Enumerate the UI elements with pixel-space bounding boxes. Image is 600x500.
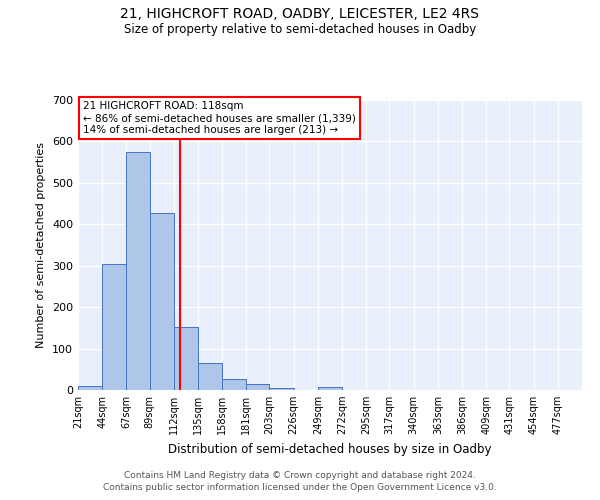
Bar [102, 264, 127, 390]
Bar [222, 379, 247, 390]
Bar [127, 152, 149, 390]
Y-axis label: Number of semi-detached properties: Number of semi-detached properties [37, 142, 46, 348]
Text: Size of property relative to semi-detached houses in Oadby: Size of property relative to semi-detach… [124, 22, 476, 36]
Bar [198, 363, 222, 390]
Bar [318, 386, 342, 390]
Text: Contains public sector information licensed under the Open Government Licence v3: Contains public sector information licen… [103, 484, 497, 492]
Bar [247, 384, 269, 390]
Bar [149, 212, 174, 390]
Bar [78, 386, 102, 390]
Bar [269, 388, 293, 390]
Text: Contains HM Land Registry data © Crown copyright and database right 2024.: Contains HM Land Registry data © Crown c… [124, 471, 476, 480]
Text: Distribution of semi-detached houses by size in Oadby: Distribution of semi-detached houses by … [168, 442, 492, 456]
Text: 21 HIGHCROFT ROAD: 118sqm
← 86% of semi-detached houses are smaller (1,339)
14% : 21 HIGHCROFT ROAD: 118sqm ← 86% of semi-… [83, 102, 356, 134]
Text: 21, HIGHCROFT ROAD, OADBY, LEICESTER, LE2 4RS: 21, HIGHCROFT ROAD, OADBY, LEICESTER, LE… [121, 8, 479, 22]
Bar [174, 327, 198, 390]
